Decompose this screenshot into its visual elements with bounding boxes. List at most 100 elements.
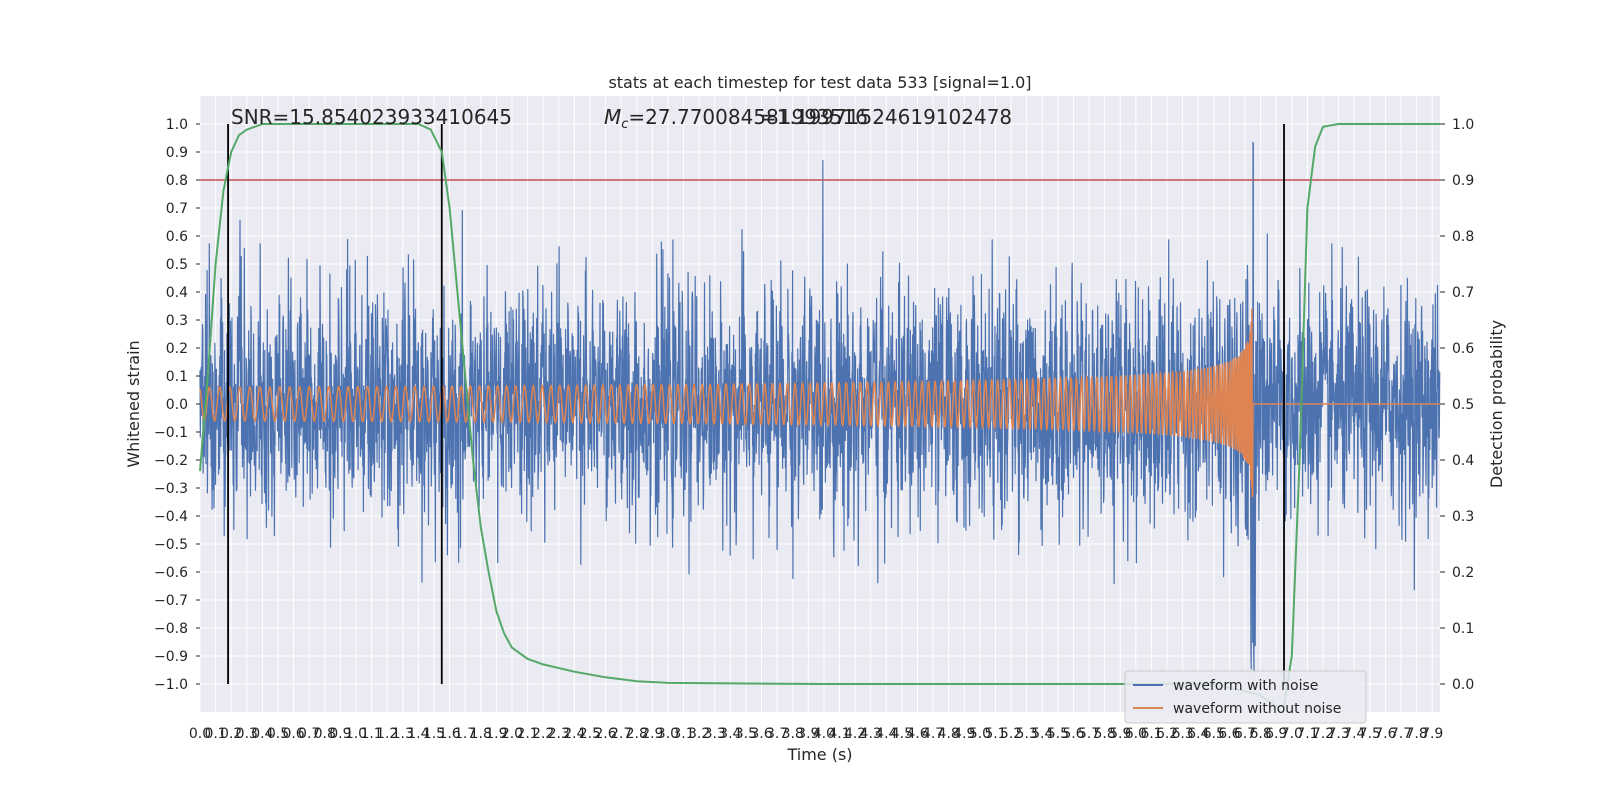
ytick-left-label-11: −0.1 [154, 425, 188, 441]
ytick-right-label-0: 1.0 [1452, 117, 1474, 133]
xtick-label-79: 7.9 [1421, 726, 1443, 742]
xtick-label-10: 1.0 [345, 726, 367, 742]
xtick-label-63: 6.3 [1172, 726, 1194, 742]
xtick-label-45: 4.5 [891, 726, 913, 742]
xtick-label-11: 1.1 [360, 726, 382, 742]
xtick-label-4: 0.4 [251, 726, 273, 742]
xtick-label-39: 3.9 [797, 726, 819, 742]
series-detection-probability [199, 123, 1440, 708]
xtick-label-44: 4.4 [875, 726, 897, 742]
y-ticks-left: 1.0 0.9 0.8 0.7 0.6 0.5 0.4 0.3 0.2 0.1 0.0 −0.1 −0.… [154, 117, 200, 693]
xtick-label-40: 4.0 [813, 726, 835, 742]
y-ticks-right: 1.0 0.9 0.8 0.7 0.6 0.5 0.4 0.3 0.2 0.1 0.0 [1440, 117, 1474, 693]
xtick-label-15: 1.5 [423, 726, 445, 742]
xtick-label-61: 6.1 [1140, 726, 1162, 742]
xtick-label-51: 5.1 [984, 726, 1006, 742]
xtick-label-43: 4.3 [860, 726, 882, 742]
xtick-label-5: 0.5 [267, 726, 289, 742]
xtick-label-73: 7.3 [1327, 726, 1349, 742]
mc-subscript: c [621, 117, 628, 132]
x-ticks: 0.00.10.20.30.40.50.60.70.80.91.01.11.21… [189, 726, 1443, 742]
xtick-label-28: 2.8 [626, 726, 648, 742]
y-axis-label-right: Detection probability [1487, 320, 1506, 488]
ytick-right-label-5: 0.5 [1452, 397, 1474, 413]
legend-label-clean: waveform without noise [1173, 701, 1341, 717]
ytick-left-label-4: 0.6 [166, 229, 188, 245]
xtick-label-50: 5.0 [969, 726, 991, 742]
xtick-label-67: 6.7 [1234, 726, 1256, 742]
ytick-right-label-7: 0.3 [1452, 509, 1474, 525]
ytick-left-label-10: 0.0 [166, 397, 188, 413]
ytick-left-label-5: 0.5 [166, 257, 188, 273]
annotation-snr: SNR=15.854023933410645 [231, 105, 512, 129]
xtick-label-53: 5.3 [1016, 726, 1038, 742]
ytick-left-label-3: 0.7 [166, 201, 188, 217]
xtick-label-41: 4.1 [828, 726, 850, 742]
ytick-right-label-1: 0.9 [1452, 173, 1474, 189]
annotation-second: =1.19971524619102478 [760, 105, 1012, 129]
ytick-right-label-6: 0.4 [1452, 453, 1474, 469]
xtick-label-37: 3.7 [766, 726, 788, 742]
ytick-left-label-20: −1.0 [154, 677, 188, 693]
xtick-label-18: 1.8 [470, 726, 492, 742]
ytick-left-label-14: −0.4 [154, 509, 188, 525]
annotation-mc: Mc=27.770084581993516 [604, 105, 868, 132]
xtick-label-30: 3.0 [657, 726, 679, 742]
xtick-label-48: 4.8 [938, 726, 960, 742]
xtick-label-20: 2.0 [501, 726, 523, 742]
xtick-label-46: 4.6 [906, 726, 928, 742]
y-axis-label-left: Whitened strain [124, 340, 143, 467]
xtick-label-52: 5.2 [1000, 726, 1022, 742]
ytick-right-label-9: 0.1 [1452, 621, 1474, 637]
xtick-label-14: 1.4 [407, 726, 429, 742]
ytick-right-label-10: 0.0 [1452, 677, 1474, 693]
xtick-label-3: 0.3 [236, 726, 258, 742]
xtick-label-17: 1.7 [454, 726, 476, 742]
xtick-label-32: 3.2 [688, 726, 710, 742]
chirp-line [199, 308, 1440, 498]
ytick-left-label-13: −0.3 [154, 481, 188, 497]
ytick-left-label-19: −0.9 [154, 649, 188, 665]
series-waveform-without-noise [199, 308, 1440, 498]
xtick-label-69: 6.9 [1265, 726, 1287, 742]
xtick-label-56: 5.6 [1062, 726, 1084, 742]
xtick-label-2: 0.2 [220, 726, 242, 742]
ytick-left-label-15: −0.5 [154, 537, 188, 553]
ytick-left-label-7: 0.3 [166, 313, 188, 329]
xtick-label-54: 5.4 [1031, 726, 1053, 742]
xtick-label-57: 5.7 [1078, 726, 1100, 742]
xtick-label-68: 6.8 [1249, 726, 1271, 742]
xtick-label-23: 2.3 [548, 726, 570, 742]
ytick-right-label-4: 0.6 [1452, 341, 1474, 357]
xtick-label-27: 2.7 [610, 726, 632, 742]
xtick-label-29: 2.9 [641, 726, 663, 742]
legend-box [1124, 670, 1367, 724]
xtick-label-19: 1.9 [485, 726, 507, 742]
xtick-label-64: 6.4 [1187, 726, 1209, 742]
xtick-label-16: 1.6 [438, 726, 460, 742]
ytick-left-label-9: 0.1 [166, 369, 188, 385]
xtick-label-42: 4.2 [844, 726, 866, 742]
ytick-right-label-3: 0.7 [1452, 285, 1474, 301]
xtick-label-38: 3.8 [782, 726, 804, 742]
xtick-label-21: 2.1 [516, 726, 538, 742]
ytick-left-label-17: −0.7 [154, 593, 188, 609]
xtick-label-12: 1.2 [376, 726, 398, 742]
xtick-label-76: 7.6 [1374, 726, 1396, 742]
probability-line [199, 123, 1440, 708]
xtick-label-62: 6.2 [1156, 726, 1178, 742]
xtick-label-33: 3.3 [704, 726, 726, 742]
ytick-left-label-12: −0.2 [154, 453, 188, 469]
ytick-right-label-2: 0.8 [1452, 229, 1474, 245]
ytick-left-label-2: 0.8 [166, 173, 188, 189]
xtick-label-36: 3.6 [750, 726, 772, 742]
xtick-label-60: 6.0 [1125, 726, 1147, 742]
xtick-label-55: 5.5 [1047, 726, 1069, 742]
legend-label-noise: waveform with noise [1173, 678, 1318, 694]
xtick-label-0: 0.0 [189, 726, 211, 742]
xtick-label-49: 4.9 [953, 726, 975, 742]
xtick-label-1: 0.1 [204, 726, 226, 742]
xtick-label-13: 1.3 [392, 726, 414, 742]
ytick-right-label-8: 0.2 [1452, 565, 1474, 581]
